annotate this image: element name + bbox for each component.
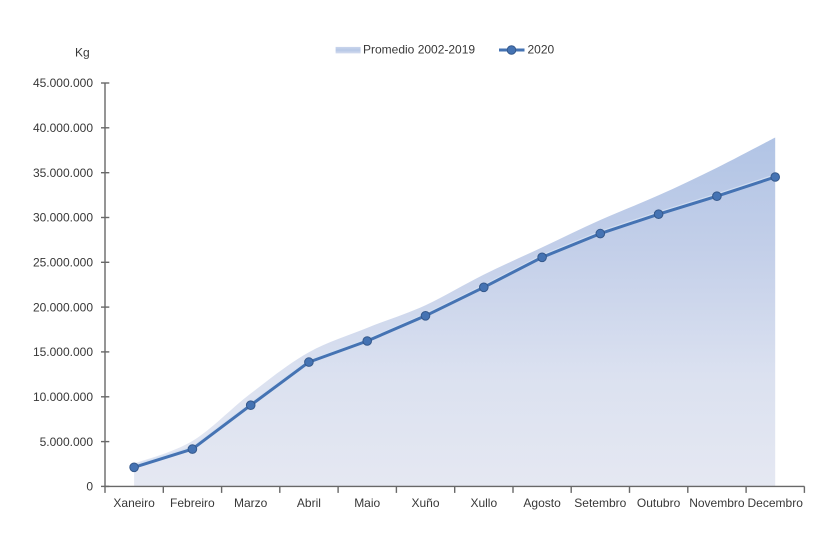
- svg-text:2020: 2020: [528, 42, 555, 56]
- svg-text:Febreiro: Febreiro: [170, 496, 215, 510]
- svg-text:45.000.000: 45.000.000: [33, 76, 93, 90]
- svg-text:Maio: Maio: [354, 496, 380, 510]
- svg-text:0: 0: [86, 480, 93, 494]
- svg-text:Xuño: Xuño: [411, 496, 439, 510]
- svg-text:25.000.000: 25.000.000: [33, 256, 93, 270]
- svg-text:Decembro: Decembro: [748, 496, 804, 510]
- svg-text:5.000.000: 5.000.000: [40, 435, 94, 449]
- svg-text:20.000.000: 20.000.000: [33, 300, 93, 314]
- svg-text:Novembro: Novembro: [689, 496, 745, 510]
- svg-text:Xullo: Xullo: [470, 496, 497, 510]
- svg-text:40.000.000: 40.000.000: [33, 121, 93, 135]
- svg-text:Outubro: Outubro: [637, 496, 681, 510]
- svg-text:Marzo: Marzo: [234, 496, 268, 510]
- svg-text:Kg: Kg: [75, 46, 90, 60]
- svg-text:Xaneiro: Xaneiro: [113, 496, 155, 510]
- svg-text:10.000.000: 10.000.000: [33, 390, 93, 404]
- svg-text:15.000.000: 15.000.000: [33, 345, 93, 359]
- svg-text:Promedio 2002-2019: Promedio 2002-2019: [363, 42, 475, 56]
- svg-text:Setembro: Setembro: [574, 496, 626, 510]
- svg-text:30.000.000: 30.000.000: [33, 211, 93, 225]
- svg-text:35.000.000: 35.000.000: [33, 166, 93, 180]
- svg-text:Agosto: Agosto: [523, 496, 561, 510]
- svg-text:Abril: Abril: [297, 496, 321, 510]
